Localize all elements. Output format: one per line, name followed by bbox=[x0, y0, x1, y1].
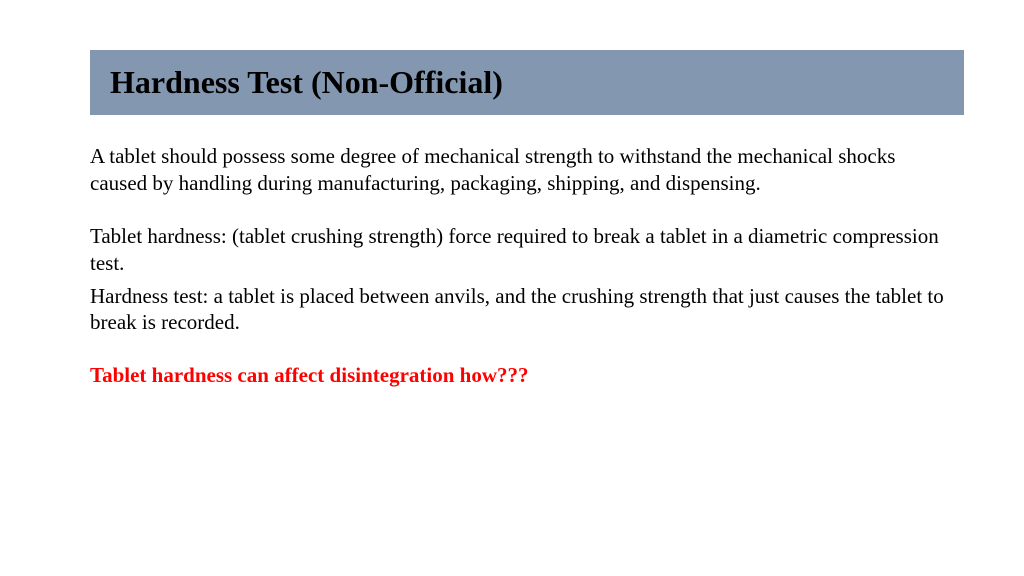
body-block: A tablet should possess some degree of m… bbox=[90, 143, 944, 389]
title-bar: Hardness Test (Non-Official) bbox=[90, 50, 964, 115]
slide-title: Hardness Test (Non-Official) bbox=[110, 64, 944, 101]
paragraph-3: Hardness test: a tablet is placed betwee… bbox=[90, 283, 944, 337]
highlight-line: Tablet hardness can affect disintegratio… bbox=[90, 362, 944, 389]
paragraph-1: A tablet should possess some degree of m… bbox=[90, 143, 944, 197]
paragraph-2: Tablet hardness: (tablet crushing streng… bbox=[90, 223, 944, 277]
slide-container: Hardness Test (Non-Official) A tablet sh… bbox=[0, 0, 1024, 576]
